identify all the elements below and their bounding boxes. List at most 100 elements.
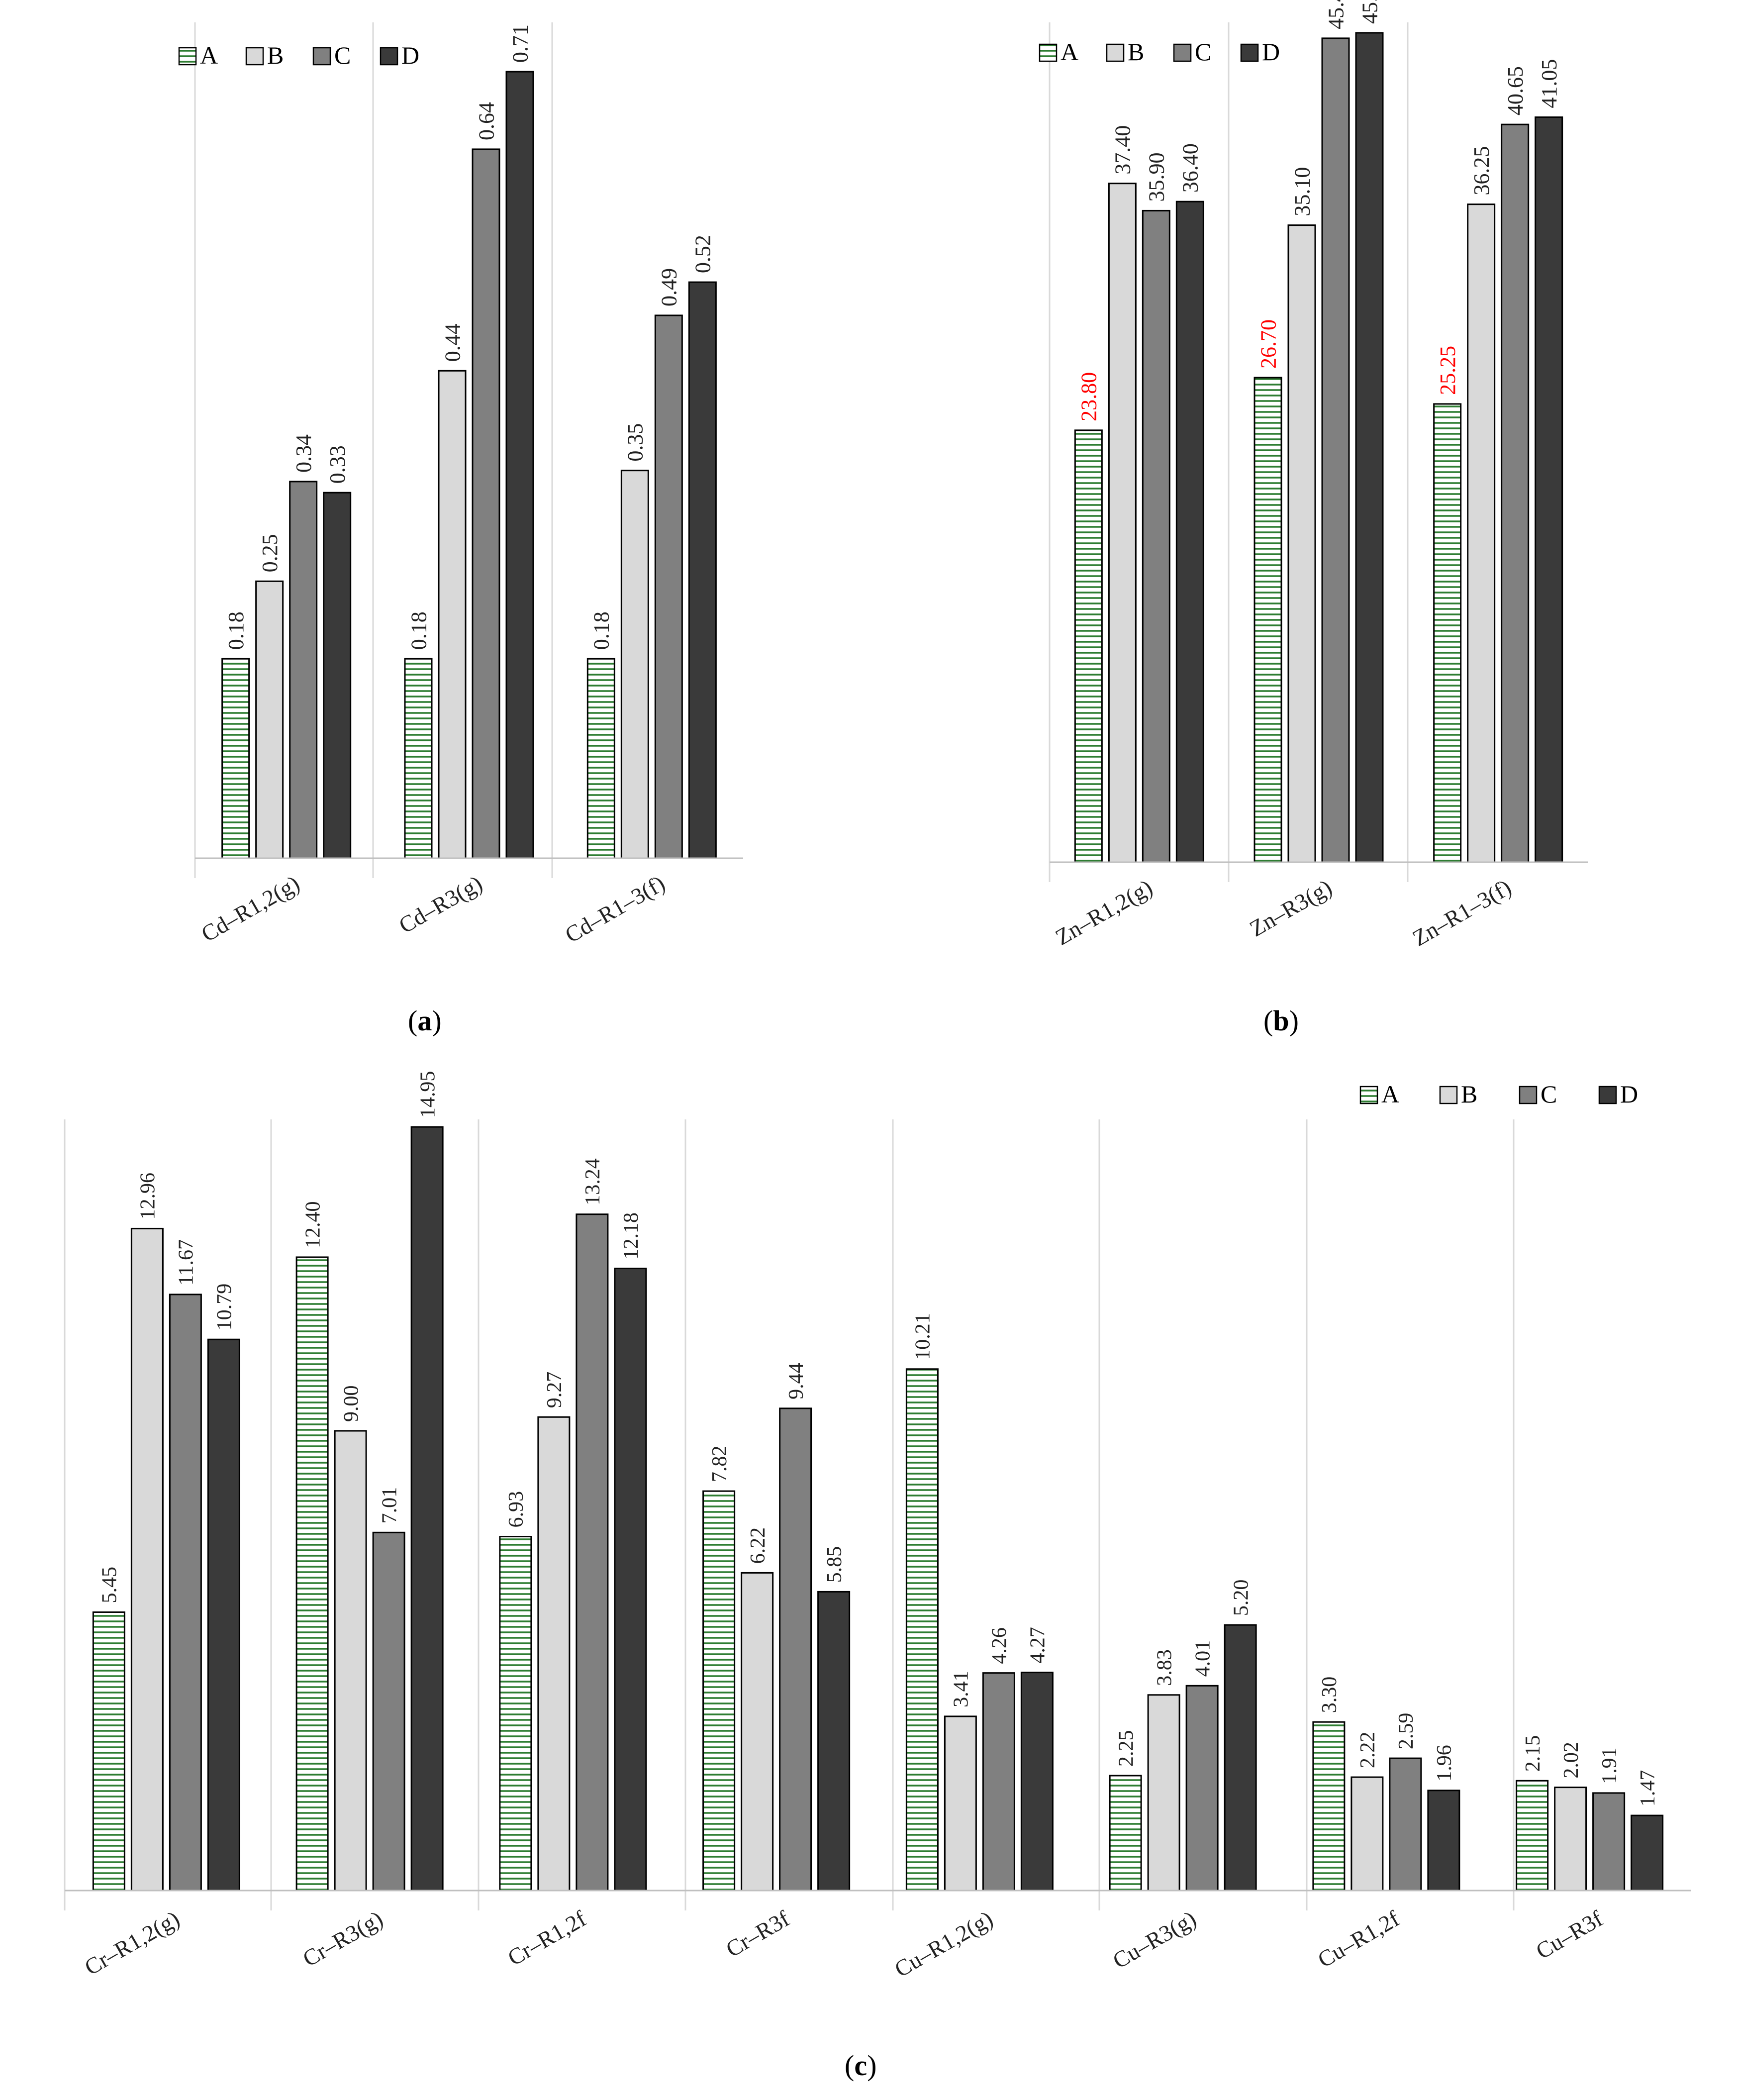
- bar-c-cu-r1-2-g-b: [944, 1715, 977, 1892]
- bar-c-cr-r3-g-d: [410, 1126, 444, 1892]
- data-label-c-cr-r1-2-g-a: 5.45: [98, 1567, 121, 1603]
- data-label-c-cr-r1-2f-c: 13.24: [581, 1158, 604, 1205]
- bar-c-cr-r1-2f-a: [499, 1536, 532, 1892]
- data-label-a-cd-r3-g-d: 0.71: [508, 24, 532, 63]
- bar-c-cr-r3-g-b: [334, 1430, 367, 1892]
- bar-c-cr-r3f-b: [741, 1572, 774, 1892]
- legend-c: A B C D: [1359, 1080, 1638, 1108]
- legend-label-a-b: B: [267, 41, 284, 69]
- data-label-b-zn-r1-3-f-b: 36.25: [1469, 146, 1494, 196]
- legend-swatch-a-b: [245, 47, 264, 66]
- bar-c-cr-r1-2-g-b: [130, 1227, 164, 1892]
- data-label-c-cu-r3f-c: 1.91: [1598, 1747, 1621, 1784]
- data-label-c-cr-r1-2-g-b: 12.96: [137, 1173, 160, 1220]
- data-label-c-cu-r1-2-g-a: 10.21: [912, 1313, 935, 1360]
- legend-label-b-c: C: [1195, 38, 1211, 66]
- chart-b: 23.80 37.40 35.90 36.40 Zn–R1,2(g) 26.70 35.10…: [1039, 0, 1588, 951]
- bar-c-cr-r1-2-g-a: [92, 1611, 125, 1892]
- category-label-b-zn-r1-3-f: Zn–R1–3(f): [1408, 874, 1516, 951]
- legend-b: A B C D: [1039, 38, 1280, 66]
- bar-b-zn-r1-2-g-b: [1108, 183, 1137, 863]
- data-label-a-cd-r1-3-f-c: 0.49: [657, 268, 681, 306]
- category-label-a-cd-r3-g: Cd–R3(g): [394, 870, 486, 938]
- bar-c-cu-r1-2-g-d: [1020, 1672, 1054, 1892]
- bar-b-zn-r3-g-c: [1321, 37, 1350, 863]
- panel-label-c-open: (: [845, 2049, 855, 2082]
- data-label-a-cd-r3-g-a: 0.18: [406, 611, 431, 650]
- data-label-c-cu-r3-g-a: 2.25: [1115, 1730, 1138, 1767]
- data-label-c-cu-r1-2-g-c: 4.26: [988, 1627, 1011, 1664]
- legend-label-b-a: A: [1061, 38, 1078, 66]
- category-label-c-cu-r1-2f: Cu–R1,2f: [1313, 1905, 1404, 1973]
- data-label-b-zn-r1-3-f-d: 41.05: [1537, 59, 1561, 108]
- data-label-a-cd-r3-g-b: 0.44: [440, 323, 465, 362]
- data-label-c-cu-r1-2f-d: 1.96: [1433, 1745, 1456, 1782]
- bar-c-cu-r3f-d: [1631, 1814, 1664, 1892]
- panel-label-a-letter: a: [417, 1004, 432, 1037]
- bar-c-cu-r3f-c: [1592, 1792, 1626, 1892]
- bar-c-cu-r1-2f-d: [1427, 1790, 1460, 1892]
- bar-c-cu-r3f-a: [1516, 1780, 1549, 1892]
- panel-label-b-close: ): [1289, 1004, 1299, 1037]
- legend-label-b-b: B: [1128, 38, 1144, 66]
- bar-c-cr-r3f-d: [817, 1591, 851, 1892]
- data-label-c-cr-r1-2-g-d: 10.79: [213, 1284, 236, 1331]
- bar-b-zn-r3-g-d: [1355, 32, 1384, 863]
- data-label-c-cu-r1-2f-c: 2.59: [1395, 1713, 1418, 1750]
- data-label-b-zn-r1-2-g-c: 35.90: [1145, 152, 1169, 201]
- bar-c-cu-r1-2f-a: [1312, 1721, 1346, 1892]
- bar-a-cd-r1-3-f-a: [586, 658, 615, 859]
- panel-label-c: (c): [845, 2049, 876, 2082]
- legend-label-b-d: D: [1262, 38, 1280, 66]
- legend-swatch-b-a: [1039, 43, 1058, 62]
- bar-a-cd-r1-2-g-b: [255, 580, 284, 859]
- legend-label-c-d: D: [1620, 1080, 1638, 1108]
- data-label-c-cr-r3-g-c: 7.01: [378, 1487, 401, 1524]
- data-label-a-cd-r1-3-f-d: 0.52: [691, 235, 715, 273]
- panel-label-b: (b): [1263, 1004, 1299, 1037]
- bar-c-cr-r1-2f-c: [576, 1213, 609, 1892]
- data-label-c-cr-r1-2f-d: 12.18: [620, 1212, 643, 1260]
- bar-a-cd-r1-2-g-a: [221, 658, 250, 859]
- bar-a-cd-r1-3-f-d: [688, 281, 717, 859]
- data-label-c-cr-r3-g-d: 14.95: [416, 1071, 439, 1118]
- data-label-c-cr-r3f-d: 5.85: [823, 1546, 846, 1583]
- bar-c-cr-r3-g-a: [295, 1256, 329, 1892]
- bar-b-zn-r1-3-f-a: [1433, 403, 1462, 863]
- legend-a: A B C D: [178, 41, 419, 69]
- category-label-c-cr-r3f: Cr–R3f: [722, 1905, 794, 1962]
- data-label-a-cd-r1-3-f-a: 0.18: [589, 611, 614, 650]
- bar-c-cu-r3-g-d: [1224, 1624, 1257, 1892]
- bar-a-cd-r1-2-g-d: [323, 492, 352, 859]
- bar-c-cr-r1-2-g-d: [207, 1338, 240, 1892]
- bar-a-cd-r3-g-a: [404, 658, 433, 859]
- bar-c-cr-r3f-c: [779, 1407, 812, 1892]
- data-label-c-cu-r1-2-g-b: 3.41: [950, 1671, 973, 1707]
- panel-label-b-letter: b: [1273, 1004, 1289, 1037]
- panel-label-b-open: (: [1263, 1004, 1273, 1037]
- panel-label-c-close: ): [867, 2049, 877, 2082]
- data-label-b-zn-r3-g-b: 35.10: [1290, 167, 1314, 216]
- data-label-c-cr-r1-2f-b: 9.27: [543, 1372, 566, 1408]
- bar-a-cd-r3-g-b: [438, 370, 467, 859]
- legend-swatch-c-c: [1519, 1086, 1538, 1104]
- data-label-c-cu-r1-2f-a: 3.30: [1318, 1677, 1341, 1713]
- legend-label-c-a: A: [1381, 1080, 1399, 1108]
- legend-swatch-b-c: [1173, 43, 1192, 62]
- bar-c-cu-r3-g-c: [1185, 1685, 1219, 1892]
- legend-swatch-a-c: [312, 47, 331, 66]
- legend-label-a-c: C: [334, 41, 351, 69]
- legend-swatch-b-d: [1240, 43, 1259, 62]
- bar-c-cr-r1-2f-b: [537, 1416, 571, 1892]
- category-label-b-zn-r3-g: Zn–R3(g): [1245, 874, 1336, 941]
- data-label-b-zn-r1-2-g-b: 37.40: [1111, 125, 1135, 175]
- legend-label-a-d: D: [401, 41, 419, 69]
- panel-label-c-letter: c: [854, 2049, 868, 2082]
- legend-swatch-c-d: [1598, 1086, 1617, 1104]
- bar-a-cd-r3-g-c: [472, 148, 500, 859]
- data-label-c-cu-r3f-b: 2.02: [1560, 1742, 1583, 1779]
- data-label-b-zn-r1-2-g-d: 36.40: [1178, 143, 1203, 193]
- bar-b-zn-r1-3-f-d: [1535, 116, 1563, 863]
